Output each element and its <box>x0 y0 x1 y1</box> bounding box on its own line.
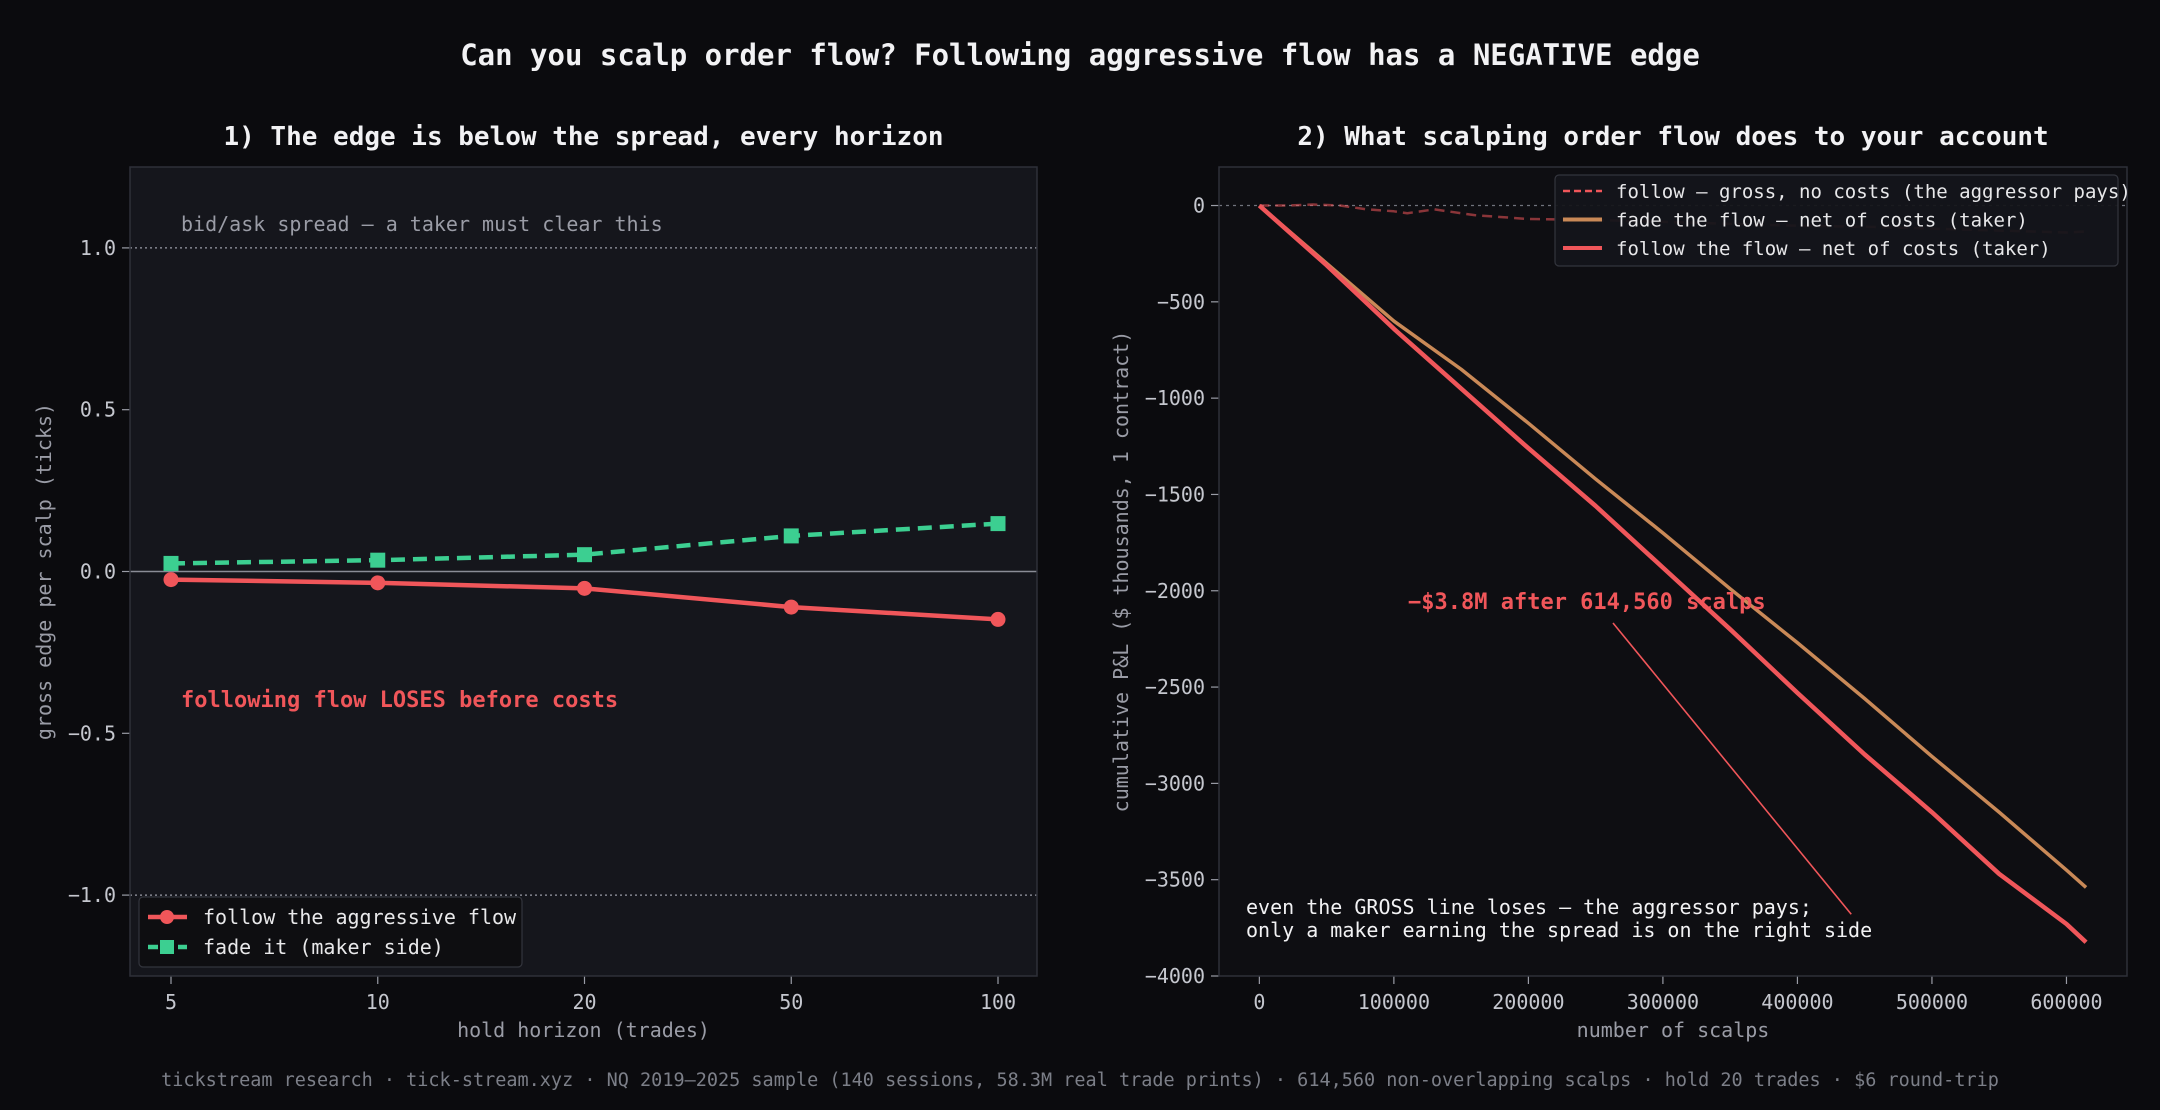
panel1-legend-label: follow the aggressive flow <box>203 905 517 929</box>
panel2-ytick-label: −3500 <box>1145 868 1205 892</box>
figure-title: Can you scalp order flow? Following aggr… <box>460 38 1700 72</box>
panel2-ytick-label: −2000 <box>1145 579 1205 603</box>
panel1-legend-label: fade it (maker side) <box>203 935 444 959</box>
panel2-ytick-label: −500 <box>1157 290 1205 314</box>
panel1-ytick-label: 1.0 <box>80 236 116 260</box>
panel2-legend-label: fade the flow — net of costs (taker) <box>1616 210 2028 232</box>
panel1-annotation-loses: following flow LOSES before costs <box>181 688 618 713</box>
panel2-legend-box <box>1554 174 2119 267</box>
panel1-ytick-label: 0.0 <box>80 560 116 584</box>
panel1-point <box>163 555 179 571</box>
panel2-annotation-note-1: even the GROSS line loses — the aggresso… <box>1246 895 1812 919</box>
panel2-xtick-label: 100000 <box>1358 990 1430 1014</box>
panel1-point <box>783 528 799 544</box>
figure-footer: tickstream research · tick-stream.xyz · … <box>161 1070 1999 1091</box>
panel1-annotation-spread: bid/ask spread — a taker must clear this <box>181 212 663 236</box>
panel1-xtick-label: 10 <box>366 990 390 1014</box>
panel2-ytick-label: 0 <box>1193 194 1205 218</box>
panel1-point <box>990 611 1006 627</box>
panel2-xtick-label: 600000 <box>2030 990 2102 1014</box>
panel2-legend-label: follow — gross, no costs (the aggressor … <box>1616 181 2131 203</box>
panel2-ytick-label: −2500 <box>1145 675 1205 699</box>
panel1-xtick-label: 100 <box>980 990 1016 1014</box>
panel2-legend: follow — gross, no costs (the aggressor … <box>1554 174 2131 267</box>
panel1-frame <box>129 166 1038 977</box>
panel1-xtick-label: 50 <box>779 990 803 1014</box>
panel1-point <box>783 599 799 615</box>
panel2-xtick-label: 400000 <box>1761 990 1833 1014</box>
panel1-point <box>370 552 386 568</box>
panel2-xtick-label: 300000 <box>1627 990 1699 1014</box>
panel1-legend-marker <box>160 910 174 924</box>
panel1-xlabel: hold horizon (trades) <box>457 1018 710 1042</box>
panel1-ytick-label: −1.0 <box>68 883 116 907</box>
panel2-frame <box>1218 166 2128 977</box>
panel1-point <box>577 580 592 596</box>
panel1-ylabel: gross edge per scalp (ticks) <box>32 403 56 740</box>
panel2-xlabel: number of scalps <box>1577 1018 1770 1042</box>
panel1-ytick-label: 0.5 <box>80 398 116 422</box>
panel1-point <box>990 516 1006 532</box>
panel2-ytick-label: −1500 <box>1145 482 1205 506</box>
panel1-point <box>370 575 386 591</box>
panel2-series-line-2 <box>1257 203 2088 944</box>
panel1-title: 1) The edge is below the spread, every h… <box>223 122 943 152</box>
panel1-legend-box <box>138 896 523 968</box>
panel2-legend-label: follow the flow — net of costs (taker) <box>1616 238 2051 260</box>
panel2-annotation-arrow <box>1612 622 1852 915</box>
panel2-xtick-label: 0 <box>1253 990 1265 1014</box>
panel2-series-line-1 <box>1258 204 2088 889</box>
panel1-series-line-1 <box>170 521 999 566</box>
panel2-annotation-note-2: only a maker earning the spread is on th… <box>1246 918 1872 942</box>
panel2-ytick-label: −4000 <box>1145 964 1205 988</box>
panel1-xtick-label: 20 <box>572 990 596 1014</box>
panel2-xtick-label: 200000 <box>1492 990 1564 1014</box>
panel1-xtick-label: 5 <box>165 990 177 1014</box>
panel2-ylabel: cumulative P&L ($ thousands, 1 contract) <box>1109 331 1133 813</box>
panel2-title: 2) What scalping order flow does to your… <box>1297 122 2048 152</box>
panel1-legend-marker <box>160 940 174 954</box>
panel2-ytick-label: −3000 <box>1145 771 1205 795</box>
panel1-point <box>163 572 179 588</box>
panel1-point <box>577 547 592 563</box>
panel1-ytick-label: −0.5 <box>68 721 116 745</box>
panel2-annotation-total: −$3.8M after 614,560 scalps <box>1408 590 1766 615</box>
panel2-xtick-label: 500000 <box>1896 990 1968 1014</box>
panel2-ytick-label: −1000 <box>1145 386 1205 410</box>
panel1-legend: follow the aggressive flow fade it (maker… <box>138 896 523 968</box>
